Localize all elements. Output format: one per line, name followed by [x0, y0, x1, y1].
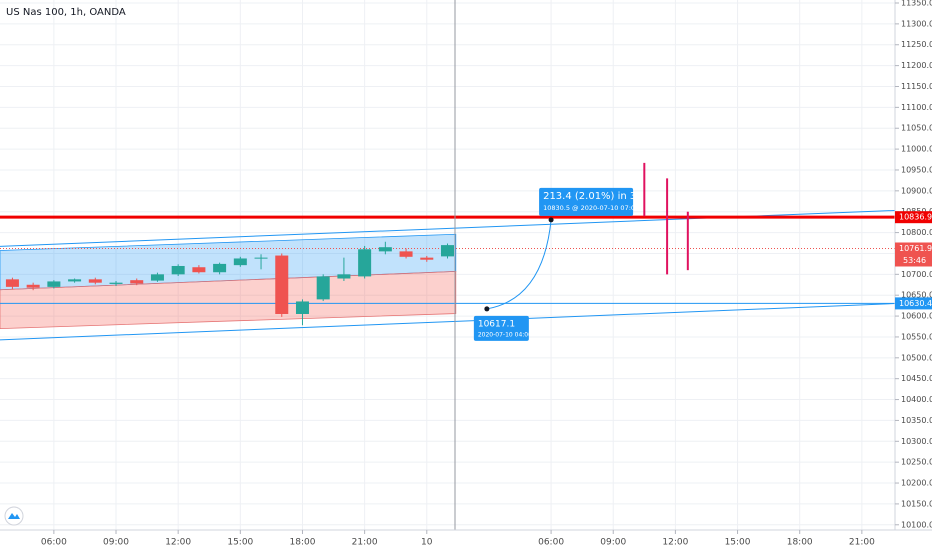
candle-body [295, 301, 309, 314]
x-tick-label: 15:00 [227, 538, 253, 548]
candle-body [358, 249, 372, 277]
y-tick-label: 10400.0 [901, 395, 932, 404]
y-tick-label: 11150.0 [901, 82, 932, 91]
y-tick-label: 10550.0 [901, 332, 932, 341]
x-tick-label: 12:00 [662, 538, 688, 548]
measure-end-label: 10830.5 @ 2020-07-10 07:00 [543, 204, 639, 212]
price-level-label: 10836.9 [899, 213, 932, 222]
candle-body [88, 279, 102, 283]
x-tick-label: 18:00 [787, 538, 813, 548]
x-tick-label: 21:00 [352, 538, 378, 548]
plot: 10617.1 2020-07-10 04:00 213.4 (2.01%) in … [0, 162, 896, 341]
measure-curve [486, 219, 552, 310]
price-level-label: 10761.9 [899, 244, 932, 253]
trend-line [0, 303, 896, 341]
x-tick-label: 18:00 [290, 538, 316, 548]
y-tick-label: 10900.0 [901, 186, 932, 195]
y-tick-label: 10800.0 [901, 228, 932, 237]
candle-body [420, 257, 434, 260]
candle-body [26, 284, 40, 288]
y-tick-label: 10700.0 [901, 270, 932, 279]
measure-end [548, 217, 554, 223]
chart-title: US Nas 100, 1h, OANDA [6, 7, 126, 18]
measure-end-box [539, 187, 634, 216]
price-level-badge [895, 211, 932, 224]
candle-body [109, 282, 123, 284]
candle-body [5, 279, 19, 287]
y-tick-label: 10100.0 [901, 520, 932, 529]
price-level-badge [895, 242, 932, 255]
y-tick-label: 11300.0 [901, 19, 932, 28]
countdown-label: 53:46 [903, 256, 926, 265]
y-tick-label: 11050.0 [901, 124, 932, 133]
candle-body [378, 247, 392, 252]
grid [0, 0, 895, 530]
y-tick-label: 10300.0 [901, 437, 932, 446]
x-tick-label: 10 [421, 538, 433, 548]
y-tick-label: 10450.0 [901, 374, 932, 383]
y-tick-label: 11200.0 [901, 61, 932, 70]
candle-body [192, 267, 206, 273]
y-tick-label: 10650.0 [901, 291, 932, 300]
y-tick-label: 11250.0 [901, 40, 932, 49]
candle-body [47, 281, 61, 287]
candle-body [275, 255, 289, 314]
y-tick-label: 11000.0 [901, 145, 932, 154]
y-tick-label: 10150.0 [901, 499, 932, 508]
candle-body [316, 276, 330, 300]
candle-body [441, 245, 454, 257]
logo [4, 506, 24, 526]
y-tick-label: 10350.0 [901, 416, 932, 425]
candle-body [150, 274, 164, 281]
measure-change: 213.4 (2.01%) in 3h [543, 191, 643, 202]
price-level-badge [895, 297, 932, 310]
y-tick-label: 10200.0 [901, 479, 932, 488]
candle-body [213, 263, 227, 273]
candle-body [254, 257, 268, 259]
y-tick-label: 10950.0 [901, 165, 932, 174]
measure-start-date: 2020-07-10 04:00 [478, 331, 532, 338]
candle-body [68, 279, 82, 282]
measure-start [484, 306, 490, 312]
x-tick-label: 09:00 [600, 538, 626, 548]
x-tick-label: 06:00 [538, 538, 564, 548]
candle-body [399, 251, 413, 257]
y-tick-label: 11100.0 [901, 103, 932, 112]
y-tick-label: 11350.0 [901, 0, 932, 8]
y-tick-label: 10500.0 [901, 353, 932, 362]
x-tick-label: 15:00 [725, 538, 751, 548]
price-level-label: 10630.4 [899, 299, 932, 308]
candle-body [171, 265, 185, 275]
x-tick-label: 12:00 [165, 538, 191, 548]
countdown-badge [895, 254, 932, 267]
x-tick-label: 09:00 [103, 538, 129, 548]
axes: 10100.0 10150.0 10200.0 10250.0 10300.0 10350… [41, 0, 932, 548]
y-tick-label: 10600.0 [901, 312, 932, 321]
measure-start-label: 10617.1 [478, 319, 515, 329]
candle-body [233, 258, 247, 266]
x-tick-label: 21:00 [849, 538, 875, 548]
measure-start-box [473, 315, 529, 341]
candle-body [130, 280, 144, 284]
candle-body [337, 274, 351, 279]
x-tick-label: 06:00 [41, 538, 67, 548]
y-tick-label: 10250.0 [901, 458, 932, 467]
channel-lower-zone [0, 270, 457, 329]
